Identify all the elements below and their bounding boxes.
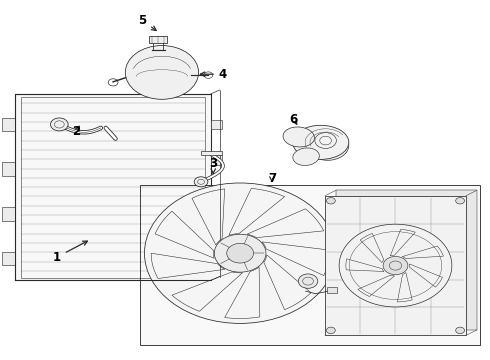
Bar: [1, 207, 15, 221]
Bar: [211, 262, 221, 271]
Circle shape: [227, 243, 253, 263]
Bar: [336, 190, 477, 330]
Ellipse shape: [307, 131, 349, 160]
Bar: [1, 118, 15, 131]
Text: 7: 7: [268, 172, 276, 185]
Circle shape: [456, 198, 465, 204]
Bar: [211, 120, 221, 129]
Text: 3: 3: [209, 157, 217, 174]
Circle shape: [326, 327, 335, 334]
Text: 2: 2: [73, 125, 80, 138]
Bar: [327, 287, 337, 293]
Circle shape: [339, 224, 452, 307]
Circle shape: [298, 274, 318, 288]
Ellipse shape: [293, 125, 349, 159]
Circle shape: [456, 327, 465, 334]
Circle shape: [383, 256, 408, 275]
Bar: [15, 94, 211, 280]
Ellipse shape: [283, 127, 315, 147]
Ellipse shape: [293, 148, 319, 166]
Text: 1: 1: [53, 241, 87, 264]
Bar: [1, 252, 15, 265]
Bar: [140, 185, 480, 345]
Circle shape: [326, 198, 335, 204]
Circle shape: [145, 183, 336, 323]
Text: 4: 4: [200, 68, 227, 81]
Bar: [211, 156, 221, 165]
Circle shape: [194, 177, 208, 187]
Bar: [21, 97, 205, 278]
Circle shape: [50, 118, 68, 131]
Circle shape: [214, 234, 266, 272]
Bar: [325, 196, 466, 336]
Bar: [211, 191, 221, 200]
Bar: [211, 226, 221, 236]
Bar: [149, 36, 167, 43]
Text: 5: 5: [138, 14, 156, 31]
Ellipse shape: [125, 45, 198, 99]
Bar: [201, 150, 222, 155]
Bar: [1, 162, 15, 176]
Text: 6: 6: [290, 113, 298, 126]
